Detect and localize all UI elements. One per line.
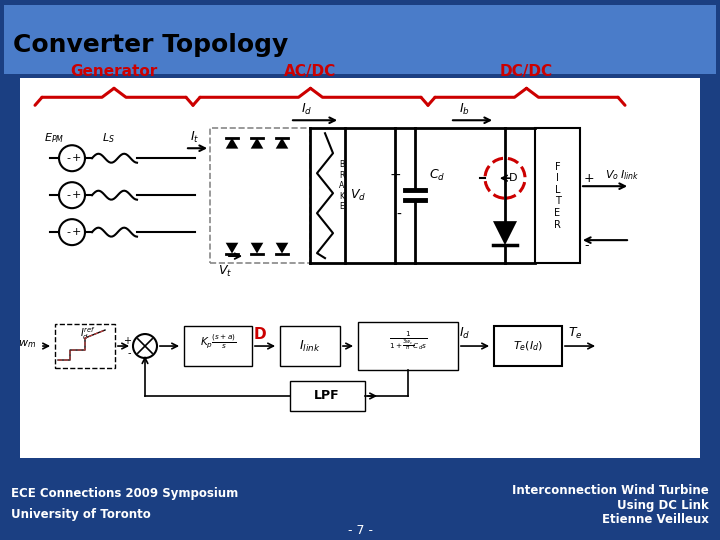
Text: Using DC Link: Using DC Link bbox=[618, 498, 709, 511]
Text: -: - bbox=[66, 227, 70, 237]
FancyBboxPatch shape bbox=[20, 73, 700, 458]
Text: D: D bbox=[509, 173, 518, 183]
Polygon shape bbox=[276, 243, 288, 253]
Text: $V_t$: $V_t$ bbox=[218, 264, 233, 279]
Text: ECE Connections 2009 Symposium: ECE Connections 2009 Symposium bbox=[11, 488, 238, 501]
Polygon shape bbox=[251, 243, 264, 253]
Text: $E_{PM}$: $E_{PM}$ bbox=[44, 131, 64, 145]
Text: $\frac{1}{1+\frac{3w_c}{\pi}C_d s}$: $\frac{1}{1+\frac{3w_c}{\pi}C_d s}$ bbox=[389, 329, 427, 353]
Text: +: + bbox=[71, 227, 81, 237]
Text: -: - bbox=[396, 208, 401, 222]
Text: $L_S$: $L_S$ bbox=[102, 131, 114, 145]
Text: -: - bbox=[66, 153, 70, 163]
Text: Etienne Veilleux: Etienne Veilleux bbox=[603, 514, 709, 526]
Text: $I_{link}$: $I_{link}$ bbox=[300, 339, 320, 354]
Text: $K_p\frac{(s+a)}{s}$: $K_p\frac{(s+a)}{s}$ bbox=[199, 333, 236, 351]
Text: F
I
L
T
E
R: F I L T E R bbox=[554, 161, 561, 230]
Text: University of Toronto: University of Toronto bbox=[11, 508, 150, 521]
Text: +: + bbox=[390, 168, 401, 182]
Text: $w_m$: $w_m$ bbox=[18, 338, 36, 350]
Text: DC/DC: DC/DC bbox=[500, 64, 553, 79]
Text: +: + bbox=[71, 153, 81, 163]
Text: $T_e(I_d)$: $T_e(I_d)$ bbox=[513, 339, 543, 353]
Bar bbox=[358, 322, 458, 370]
Polygon shape bbox=[251, 138, 264, 148]
Text: Generator: Generator bbox=[71, 64, 158, 79]
Text: Interconnection Wind Turbine: Interconnection Wind Turbine bbox=[513, 484, 709, 497]
Bar bbox=[280, 326, 340, 366]
Text: -: - bbox=[584, 239, 588, 252]
Text: $I_d$: $I_d$ bbox=[459, 326, 471, 341]
Text: +: + bbox=[123, 336, 131, 346]
Text: $V_o$: $V_o$ bbox=[605, 168, 619, 182]
Text: Converter Topology: Converter Topology bbox=[13, 33, 288, 57]
Text: $C_d$: $C_d$ bbox=[429, 167, 446, 183]
Text: B
R
A
K
E: B R A K E bbox=[339, 160, 344, 211]
Bar bbox=[535, 128, 580, 263]
Text: D: D bbox=[253, 327, 266, 341]
Text: $I_b$: $I_b$ bbox=[459, 102, 470, 117]
Text: +: + bbox=[584, 172, 595, 185]
Text: LPF: LPF bbox=[314, 389, 340, 402]
Text: $I_d^{ref}$: $I_d^{ref}$ bbox=[80, 325, 96, 342]
Text: -: - bbox=[66, 190, 70, 200]
Text: $I_t$: $I_t$ bbox=[190, 130, 199, 145]
Bar bbox=[55, 324, 115, 368]
Text: $V_d$: $V_d$ bbox=[350, 187, 366, 202]
Polygon shape bbox=[225, 138, 238, 148]
Text: AC/DC: AC/DC bbox=[284, 64, 337, 79]
Text: +: + bbox=[71, 190, 81, 200]
Bar bbox=[290, 381, 365, 411]
Polygon shape bbox=[493, 221, 517, 245]
FancyBboxPatch shape bbox=[4, 5, 716, 75]
Text: $I_{link}$: $I_{link}$ bbox=[620, 168, 639, 182]
Text: $T_e$: $T_e$ bbox=[567, 326, 582, 341]
Text: -: - bbox=[127, 348, 131, 358]
Bar bbox=[494, 326, 562, 366]
Text: - 7 -: - 7 - bbox=[348, 524, 372, 537]
Polygon shape bbox=[276, 138, 288, 148]
Bar bbox=[210, 128, 310, 263]
Polygon shape bbox=[225, 243, 238, 253]
Text: $I_d$: $I_d$ bbox=[302, 102, 312, 117]
Bar bbox=[184, 326, 252, 366]
